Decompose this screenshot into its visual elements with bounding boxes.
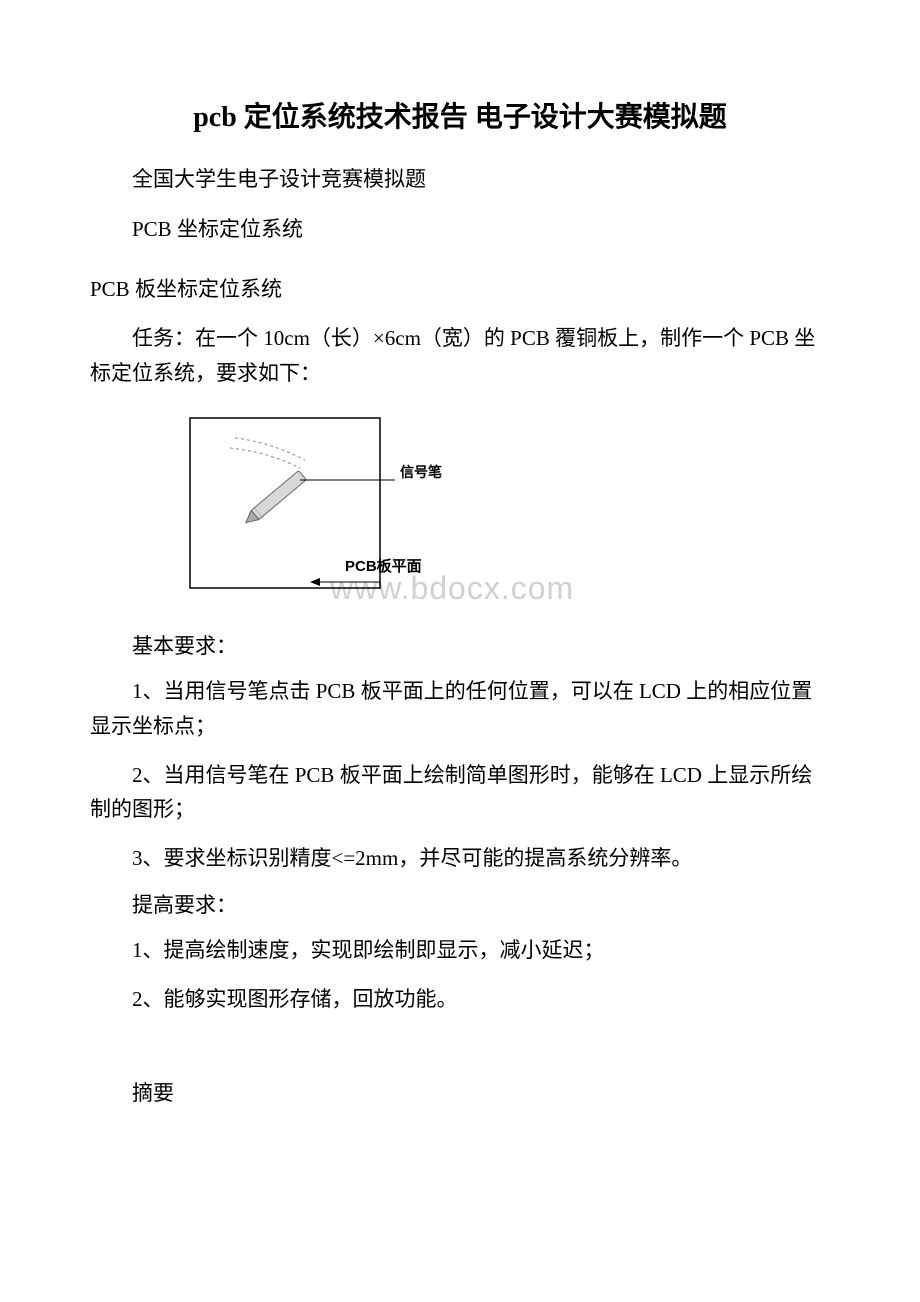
subtitle-line-2: PCB 坐标定位系统 [90,213,830,243]
basic-req-1: 1、当用信号笔点击 PCB 板平面上的任何位置，可以在 LCD 上的相应位置显示… [90,674,830,743]
basic-req-3: 3、要求坐标识别精度<=2mm，并尽可能的提高系统分辨率。 [90,841,830,876]
diagram-pen-label: 信号笔 [400,462,442,482]
advanced-requirements-heading: 提高要求： [90,889,830,919]
subtitle-line-1: 全国大学生电子设计竞赛模拟题 [90,163,830,193]
pcb-diagram: 信号笔 PCB板平面 www.bdocx.com [180,410,500,610]
abstract-heading: 摘要 [90,1077,830,1107]
task-description: 任务：在一个 10cm（长）×6cm（宽）的 PCB 覆铜板上，制作一个 PCB… [90,321,830,390]
document-title: pcb 定位系统技术报告 电子设计大赛模拟题 [90,95,830,135]
basic-req-2: 2、当用信号笔在 PCB 板平面上绘制简单图形时，能够在 LCD 上显示所绘制的… [90,758,830,827]
section-heading: PCB 板坐标定位系统 [90,273,830,303]
diagram-plane-label: PCB板平面 [345,555,422,576]
basic-requirements-heading: 基本要求： [90,630,830,660]
pcb-diagram-svg [180,410,500,610]
adv-req-2: 2、能够实现图形存储，回放功能。 [90,982,830,1017]
adv-req-1: 1、提高绘制速度，实现即绘制即显示，减小延迟； [90,933,830,968]
